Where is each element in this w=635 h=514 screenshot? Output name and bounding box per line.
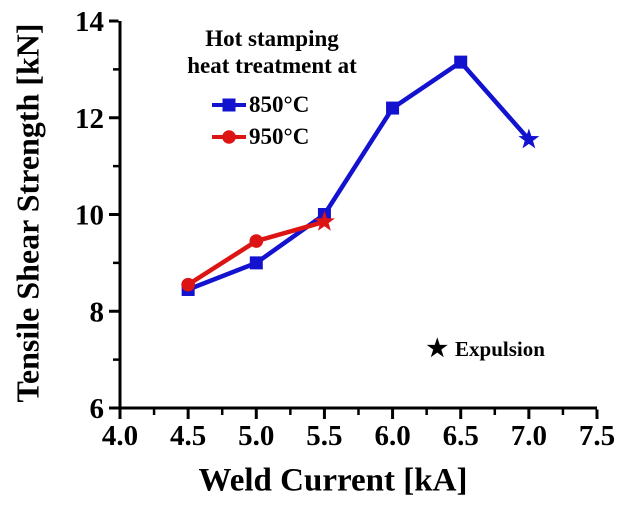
marker-star [314, 210, 335, 231]
legend-title: Hot stamping heat treatment at [187, 25, 356, 79]
legend-swatch-svg [212, 129, 246, 144]
x-tick-label: 6.5 [443, 420, 479, 452]
x-tick-label: 7.5 [579, 420, 615, 452]
x-tick-label: 4.5 [170, 420, 206, 452]
legend: 850°C 950°C [211, 91, 309, 155]
star-icon: ★ [426, 336, 449, 363]
marker-circle [181, 277, 195, 292]
marker-circle [222, 129, 236, 144]
series-line-850°C [187, 59, 531, 292]
y-axis-title: Tensile Shear Strength [kN] [9, 23, 46, 403]
legend-marker-circle-icon [211, 129, 247, 145]
marker-circle [249, 234, 264, 248]
marker-square [454, 55, 468, 69]
y-tick-label: 14 [75, 6, 104, 38]
y-tick-label: 12 [75, 103, 104, 135]
legend-item-850: 850°C [211, 91, 309, 118]
expulsion-label: Expulsion [455, 336, 545, 361]
marker-square [222, 98, 236, 111]
x-axis-title: Weld Current [kA] [198, 462, 468, 499]
legend-swatch-svg [212, 98, 246, 111]
marker-star [518, 128, 540, 149]
marker-square [386, 101, 400, 115]
x-tick-label: 7.0 [511, 420, 547, 452]
legend-title-line2: heat treatment at [187, 53, 357, 78]
x-tick-label: 6.0 [374, 420, 410, 452]
legend-marker-square-icon [211, 97, 247, 113]
x-tick-label: 4.0 [102, 420, 138, 452]
y-tick-label: 10 [75, 200, 104, 232]
expulsion-annotation: ★ Expulsion [427, 337, 545, 361]
axis-lines [118, 21, 597, 410]
legend-label-950: 950°C [249, 124, 310, 149]
x-tick-label: 5.0 [238, 420, 274, 452]
legend-title-line1: Hot stamping [205, 26, 339, 51]
y-tick-label: 6 [90, 393, 105, 425]
legend-item-950: 950°C [211, 123, 309, 150]
y-tick-label: 8 [90, 296, 105, 328]
marker-square [249, 256, 263, 270]
x-tick-label: 5.5 [306, 420, 342, 452]
legend-label-850: 850°C [249, 92, 310, 117]
